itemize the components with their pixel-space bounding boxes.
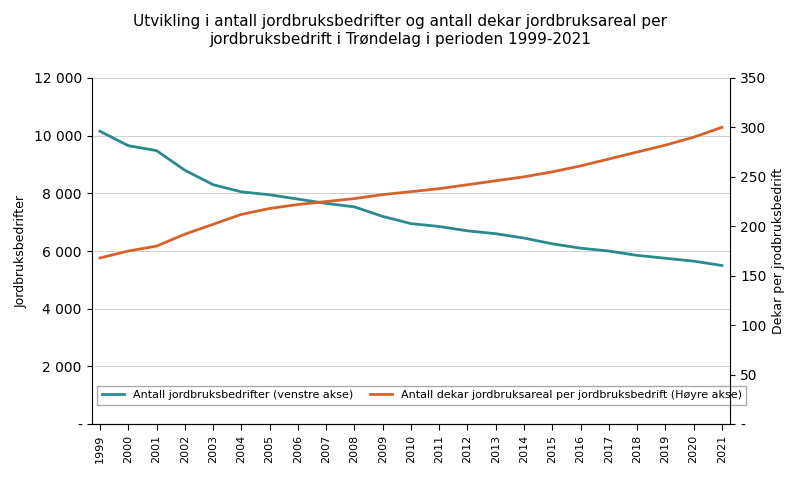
Line: Antall jordbruksbedrifter (venstre akse): Antall jordbruksbedrifter (venstre akse) <box>100 131 722 265</box>
Antall dekar jordbruksareal per jordbruksbedrift (Høyre akse) <box>237 212 246 217</box>
Antall dekar jordbruksareal per jordbruksbedrift (Høyre akse) <box>491 178 501 184</box>
Antall dekar jordbruksareal per jordbruksbedrift (Høyre akse) <box>378 192 387 197</box>
Antall dekar jordbruksareal per jordbruksbedrift (Høyre akse) <box>462 182 472 187</box>
Antall jordbruksbedrifter (venstre akse) <box>350 204 359 210</box>
Antall dekar jordbruksareal per jordbruksbedrift (Høyre akse) <box>208 221 218 227</box>
Antall dekar jordbruksareal per jordbruksbedrift (Høyre akse) <box>576 163 586 169</box>
Line: Antall dekar jordbruksareal per jordbruksbedrift (Høyre akse): Antall dekar jordbruksareal per jordbruk… <box>100 127 722 258</box>
Antall dekar jordbruksareal per jordbruksbedrift (Høyre akse) <box>123 248 133 254</box>
Antall jordbruksbedrifter (venstre akse) <box>180 167 190 173</box>
Antall jordbruksbedrifter (venstre akse) <box>265 192 274 197</box>
Antall jordbruksbedrifter (venstre akse) <box>406 221 416 227</box>
Y-axis label: Dekar per jrodbruksbedrift: Dekar per jrodbruksbedrift <box>772 168 785 334</box>
Antall dekar jordbruksareal per jordbruksbedrift (Høyre akse) <box>434 186 444 192</box>
Antall jordbruksbedrifter (venstre akse) <box>322 201 331 206</box>
Antall jordbruksbedrifter (venstre akse) <box>491 231 501 237</box>
Antall dekar jordbruksareal per jordbruksbedrift (Høyre akse) <box>95 255 105 261</box>
Y-axis label: Jordbruksbedrifter: Jordbruksbedrifter <box>15 195 28 307</box>
Antall jordbruksbedrifter (venstre akse) <box>434 224 444 229</box>
Antall jordbruksbedrifter (venstre akse) <box>576 245 586 251</box>
Antall dekar jordbruksareal per jordbruksbedrift (Høyre akse) <box>293 202 302 207</box>
Antall dekar jordbruksareal per jordbruksbedrift (Høyre akse) <box>406 189 416 195</box>
Antall jordbruksbedrifter (venstre akse) <box>237 189 246 195</box>
Antall jordbruksbedrifter (venstre akse) <box>519 235 529 241</box>
Antall jordbruksbedrifter (venstre akse) <box>717 262 726 268</box>
Legend: Antall jordbruksbedrifter (venstre akse), Antall dekar jordbruksareal per jordbr: Antall jordbruksbedrifter (venstre akse)… <box>97 386 746 405</box>
Antall dekar jordbruksareal per jordbruksbedrift (Høyre akse) <box>322 199 331 205</box>
Antall jordbruksbedrifter (venstre akse) <box>547 241 557 247</box>
Antall jordbruksbedrifter (venstre akse) <box>123 143 133 149</box>
Antall jordbruksbedrifter (venstre akse) <box>378 214 387 219</box>
Antall jordbruksbedrifter (venstre akse) <box>689 258 698 264</box>
Antall dekar jordbruksareal per jordbruksbedrift (Høyre akse) <box>604 156 614 162</box>
Antall dekar jordbruksareal per jordbruksbedrift (Høyre akse) <box>519 174 529 180</box>
Antall dekar jordbruksareal per jordbruksbedrift (Høyre akse) <box>152 243 162 249</box>
Antall jordbruksbedrifter (venstre akse) <box>208 182 218 187</box>
Antall dekar jordbruksareal per jordbruksbedrift (Høyre akse) <box>180 231 190 237</box>
Antall dekar jordbruksareal per jordbruksbedrift (Høyre akse) <box>689 134 698 140</box>
Antall dekar jordbruksareal per jordbruksbedrift (Høyre akse) <box>350 196 359 201</box>
Antall jordbruksbedrifter (venstre akse) <box>152 148 162 153</box>
Text: Utvikling i antall jordbruksbedrifter og antall dekar jordbruksareal per
jordbru: Utvikling i antall jordbruksbedrifter og… <box>133 14 667 47</box>
Antall dekar jordbruksareal per jordbruksbedrift (Høyre akse) <box>632 149 642 155</box>
Antall dekar jordbruksareal per jordbruksbedrift (Høyre akse) <box>265 206 274 211</box>
Antall jordbruksbedrifter (venstre akse) <box>661 255 670 261</box>
Antall jordbruksbedrifter (venstre akse) <box>632 252 642 258</box>
Antall dekar jordbruksareal per jordbruksbedrift (Høyre akse) <box>717 124 726 130</box>
Antall jordbruksbedrifter (venstre akse) <box>604 248 614 254</box>
Antall jordbruksbedrifter (venstre akse) <box>293 196 302 202</box>
Antall jordbruksbedrifter (venstre akse) <box>95 129 105 134</box>
Antall dekar jordbruksareal per jordbruksbedrift (Høyre akse) <box>661 142 670 148</box>
Antall jordbruksbedrifter (venstre akse) <box>462 228 472 234</box>
Antall dekar jordbruksareal per jordbruksbedrift (Høyre akse) <box>547 169 557 175</box>
